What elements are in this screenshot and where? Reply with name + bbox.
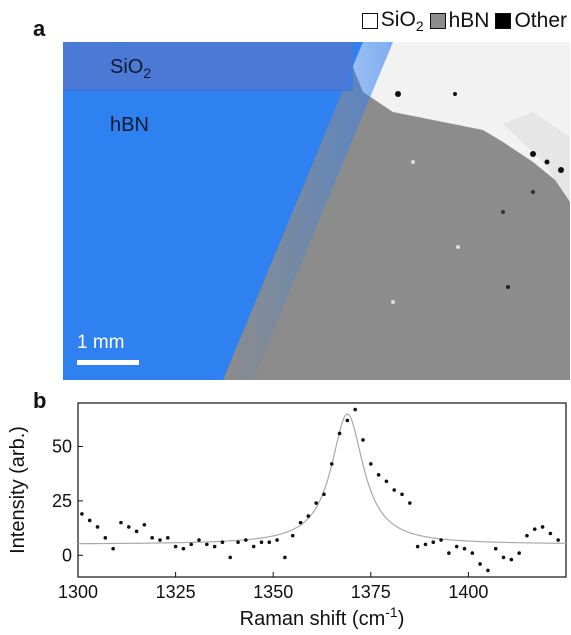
data-point bbox=[126, 525, 131, 529]
legend-swatch bbox=[495, 13, 512, 30]
x-tick-label: 1325 bbox=[156, 582, 196, 602]
data-point bbox=[369, 462, 373, 466]
data-point bbox=[408, 501, 412, 505]
legend-item: SiO2 bbox=[361, 8, 424, 35]
data-point bbox=[439, 538, 443, 542]
data-point bbox=[80, 512, 84, 516]
data-point bbox=[329, 462, 334, 466]
legend-label: Other bbox=[514, 9, 567, 33]
data-point bbox=[431, 540, 436, 544]
raman-spectrum-chart: 1300 1325 1350 1375 1400 0 25 50 Raman shift (cm… bbox=[7, 402, 567, 630]
data-point bbox=[486, 568, 490, 573]
data-point bbox=[478, 562, 482, 566]
legend-label: hBN bbox=[448, 9, 490, 33]
microscope-image: SiO2 hBN 1 mm bbox=[63, 42, 570, 380]
data-point bbox=[298, 520, 303, 525]
y-tick-label: 0 bbox=[62, 545, 72, 565]
data-point bbox=[470, 551, 475, 555]
data-point bbox=[165, 536, 170, 540]
data-point bbox=[290, 533, 295, 538]
data-point bbox=[556, 538, 560, 542]
data-point bbox=[87, 518, 92, 523]
panel-b-label: b bbox=[33, 388, 47, 413]
data-point bbox=[540, 525, 545, 529]
data-point bbox=[493, 546, 498, 551]
sio2-region-label: SiO2 bbox=[110, 56, 152, 81]
plot-frame bbox=[77, 402, 567, 578]
optical-and-classification-map bbox=[63, 42, 570, 380]
x-tick-label: 1300 bbox=[58, 582, 98, 602]
x-axis-label: Raman shift (cm-1) bbox=[240, 604, 405, 630]
legend-swatch bbox=[429, 13, 446, 30]
data-point bbox=[251, 544, 256, 549]
data-point bbox=[423, 542, 428, 547]
data-point bbox=[244, 538, 248, 542]
hbn-region-label: hBN bbox=[110, 114, 149, 136]
data-point bbox=[134, 529, 139, 534]
data-point bbox=[142, 523, 147, 527]
data-point bbox=[337, 431, 342, 436]
data-point bbox=[275, 538, 279, 542]
data-point bbox=[322, 492, 326, 497]
legend-label: SiO2 bbox=[380, 8, 424, 35]
data-point bbox=[158, 538, 162, 542]
data-point bbox=[509, 557, 514, 562]
data-point bbox=[306, 514, 311, 518]
data-point bbox=[205, 542, 209, 547]
data-point bbox=[212, 544, 217, 549]
map-legend: SiO2 hBN Other bbox=[361, 8, 567, 35]
data-point bbox=[173, 544, 178, 549]
x-tick-label: 1375 bbox=[351, 582, 391, 602]
data-point bbox=[501, 555, 506, 560]
legend-item: Other bbox=[495, 9, 567, 33]
data-point bbox=[400, 492, 404, 497]
x-tick-label: 1350 bbox=[253, 582, 293, 602]
data-point bbox=[517, 551, 521, 555]
y-tick-label: 25 bbox=[52, 491, 72, 511]
legend-item: hBN bbox=[429, 9, 490, 33]
data-point bbox=[236, 540, 240, 544]
data-point bbox=[415, 544, 420, 549]
data-point bbox=[95, 525, 100, 529]
data-point bbox=[548, 531, 553, 536]
scale-bar bbox=[77, 360, 139, 365]
data-point bbox=[150, 536, 154, 540]
data-point bbox=[314, 501, 318, 505]
data-point bbox=[259, 540, 264, 544]
data-point bbox=[345, 418, 350, 423]
data-point bbox=[197, 538, 201, 542]
data-point bbox=[384, 479, 389, 484]
data-point bbox=[267, 540, 272, 544]
data-point bbox=[532, 527, 537, 531]
y-tick-label: 50 bbox=[52, 437, 72, 457]
data-point bbox=[283, 555, 287, 560]
data-point bbox=[462, 546, 467, 551]
data-point bbox=[353, 407, 357, 412]
y-axis-label: Intensity (arb.) bbox=[7, 426, 29, 554]
data-point bbox=[189, 542, 194, 547]
x-tick-label: 1400 bbox=[448, 582, 488, 602]
scale-bar-label: 1 mm bbox=[77, 332, 125, 353]
data-point bbox=[228, 555, 233, 560]
data-point bbox=[525, 533, 529, 538]
data-point bbox=[447, 551, 451, 555]
data-point bbox=[119, 520, 123, 525]
data-point bbox=[361, 438, 365, 442]
data-point bbox=[454, 544, 459, 549]
data-point bbox=[103, 536, 108, 540]
data-point bbox=[376, 472, 381, 477]
data-point bbox=[181, 546, 186, 551]
data-point bbox=[111, 546, 115, 551]
fit-curve bbox=[77, 413, 567, 545]
data-point bbox=[392, 488, 397, 492]
legend-swatch bbox=[361, 13, 378, 30]
panel-a-label: a bbox=[33, 16, 46, 41]
data-point bbox=[220, 540, 225, 544]
